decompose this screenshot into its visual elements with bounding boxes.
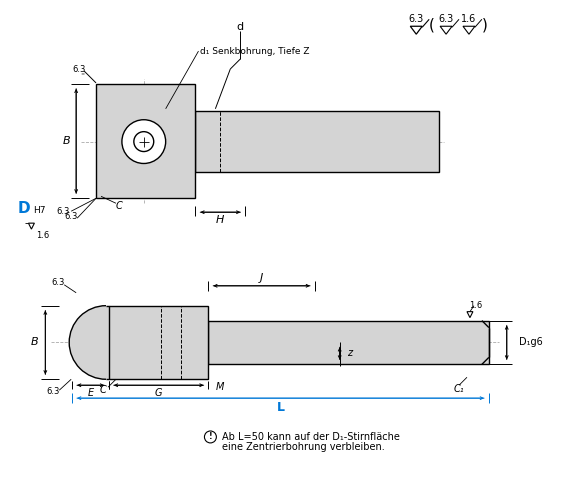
Text: C: C <box>116 201 122 211</box>
Text: d: d <box>236 22 244 32</box>
Text: B: B <box>62 136 70 146</box>
Bar <box>196 111 439 172</box>
Polygon shape <box>28 223 35 229</box>
Text: 6.3: 6.3 <box>65 212 78 221</box>
Text: 1.6: 1.6 <box>469 301 482 310</box>
Bar <box>96 84 196 198</box>
Circle shape <box>122 120 166 163</box>
Text: 1.6: 1.6 <box>462 14 477 24</box>
Text: G: G <box>155 388 163 398</box>
Text: 6.3: 6.3 <box>57 207 70 216</box>
Text: eine Zentrierbohrung verbleiben.: eine Zentrierbohrung verbleiben. <box>222 442 385 452</box>
Text: C₁: C₁ <box>454 384 464 394</box>
Text: H7: H7 <box>33 206 45 215</box>
Circle shape <box>205 431 217 443</box>
Text: D: D <box>17 201 30 216</box>
Polygon shape <box>463 26 475 34</box>
Text: (: ( <box>429 18 435 33</box>
Text: 6.3: 6.3 <box>73 65 86 74</box>
Text: B: B <box>31 338 38 348</box>
Text: J: J <box>260 273 263 283</box>
Text: 6.3: 6.3 <box>438 14 454 24</box>
Text: z: z <box>346 349 352 359</box>
Text: 6.3: 6.3 <box>52 278 65 287</box>
Text: D₁g6: D₁g6 <box>519 338 543 348</box>
Bar <box>109 306 209 379</box>
Text: d₁ Senkbohrung, Tiefe Z: d₁ Senkbohrung, Tiefe Z <box>201 47 310 56</box>
Circle shape <box>69 306 143 379</box>
Text: L: L <box>277 400 285 414</box>
Text: H: H <box>216 215 225 225</box>
Text: 6.3: 6.3 <box>46 387 60 396</box>
Polygon shape <box>440 26 452 34</box>
Text: C: C <box>100 385 107 395</box>
Text: M: M <box>216 382 225 392</box>
Text: 1.6: 1.6 <box>36 231 50 240</box>
Text: !: ! <box>209 432 212 441</box>
Bar <box>209 321 489 365</box>
Circle shape <box>134 131 154 151</box>
Text: ): ) <box>482 18 488 33</box>
Text: 6.3: 6.3 <box>409 14 424 24</box>
Text: E: E <box>87 388 94 398</box>
Text: Ab L=50 kann auf der D₁-Stirnfläche: Ab L=50 kann auf der D₁-Stirnfläche <box>222 432 400 442</box>
Polygon shape <box>467 312 473 318</box>
Polygon shape <box>411 26 422 34</box>
